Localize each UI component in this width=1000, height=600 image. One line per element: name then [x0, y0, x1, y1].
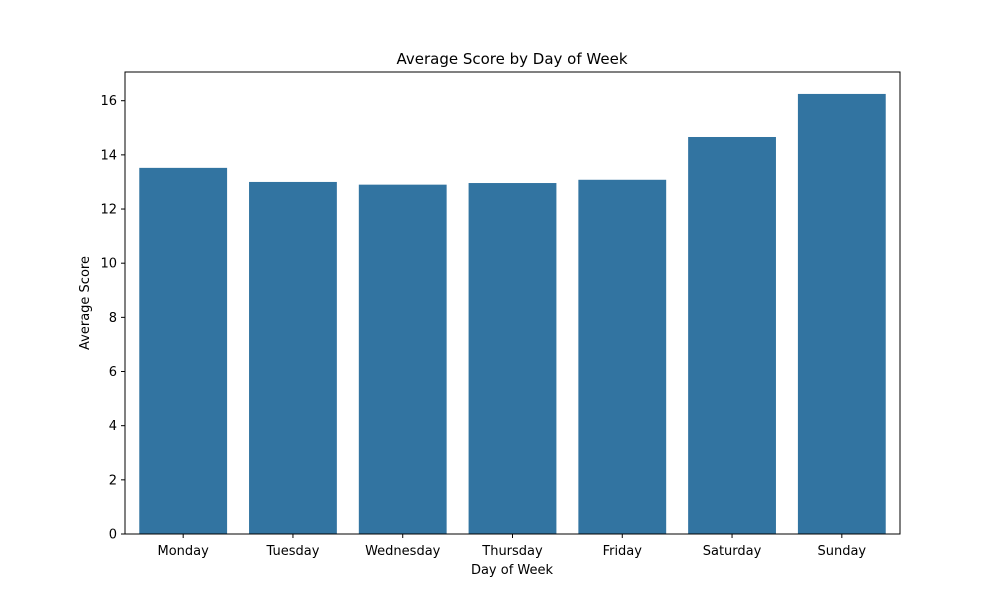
y-tick-label: 14: [100, 148, 117, 163]
y-axis-label: Average Score: [78, 256, 93, 350]
x-axis-label: Day of Week: [471, 563, 554, 578]
x-tick-label: Monday: [158, 544, 210, 559]
bar-thursday: [468, 183, 557, 534]
bar-friday: [578, 179, 667, 534]
y-tick-label: 2: [109, 473, 117, 488]
ticks-layer: Monday Tuesday Wednesday Thursday Friday Satu…: [100, 94, 866, 559]
x-tick-label: Wednesday: [365, 544, 441, 559]
bar-saturday: [688, 136, 776, 534]
bars-layer: [139, 93, 886, 535]
x-tick-label: Saturday: [703, 544, 762, 559]
y-tick-label: 6: [109, 365, 117, 380]
bar-tuesday: [249, 181, 337, 534]
x-tick-label: Thursday: [481, 544, 543, 559]
bar-monday: [139, 167, 228, 535]
x-tick-label: Sunday: [817, 544, 866, 559]
y-tick-label: 0: [109, 528, 117, 543]
y-tick-label: 8: [109, 311, 117, 326]
x-tick-label: Friday: [603, 544, 643, 559]
plot-frame: [124, 71, 901, 535]
y-tick-label: 4: [109, 419, 117, 434]
y-tick-label: 10: [100, 257, 117, 272]
x-tick-label: Tuesday: [266, 544, 320, 559]
bar-wednesday: [358, 184, 447, 535]
chart-title: Average Score by Day of Week: [396, 50, 627, 68]
y-tick-label: 12: [100, 203, 117, 218]
bar-sunday: [797, 93, 886, 535]
y-tick-label: 16: [100, 94, 117, 109]
